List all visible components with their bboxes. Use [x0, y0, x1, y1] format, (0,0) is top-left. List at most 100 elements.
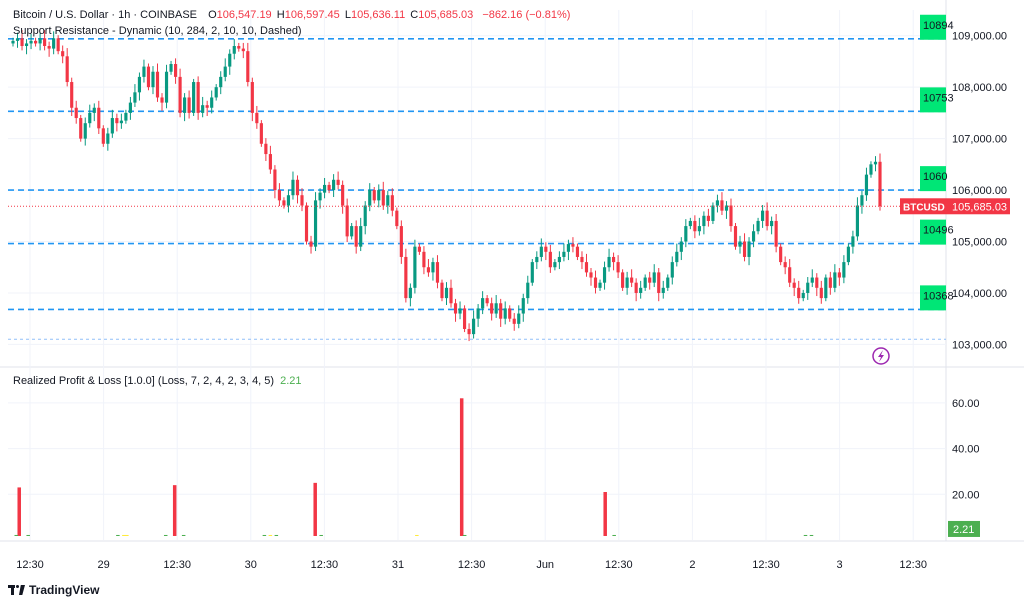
candle-body [33, 40, 38, 44]
sr-level-label: 10753 [923, 92, 954, 104]
candle-body [512, 318, 516, 324]
candle-body [124, 112, 128, 121]
candle-body [106, 133, 110, 144]
pnl-bar [268, 534, 273, 536]
candle-body [24, 43, 29, 47]
candle-body [738, 241, 742, 247]
candle-body [611, 256, 616, 263]
candle-body [472, 318, 476, 335]
candle-body [273, 169, 277, 191]
candle-body [530, 262, 534, 283]
candle-body [453, 303, 458, 314]
candle-body [828, 277, 832, 288]
candle-body [422, 251, 426, 268]
last-price-label: 105,685.03 [952, 201, 1007, 213]
candle-body [476, 308, 480, 319]
time-tick-label: 12:30 [752, 559, 780, 571]
time-tick-label: 3 [837, 559, 843, 571]
candle-body [684, 226, 688, 242]
candle-body [404, 256, 408, 299]
time-tick-label: 12:30 [899, 559, 927, 571]
candle-body [751, 231, 756, 242]
change-value: −862.16 (−0.81%) [482, 9, 571, 21]
symbol-title[interactable]: Bitcoin / U.S. Dollar · 1h · COINBASE [13, 9, 197, 21]
candle-body [815, 277, 819, 288]
candle-body [467, 328, 471, 335]
candle-body [621, 272, 625, 288]
candle-body [341, 184, 345, 206]
pnl-last-badge [948, 520, 980, 537]
candle-body [151, 71, 155, 88]
candle-body [304, 205, 309, 242]
candle-body [119, 120, 123, 124]
candle-body [169, 64, 173, 72]
candle-body [544, 246, 548, 252]
time-tick-label: Jun [536, 559, 554, 571]
candle-body [675, 251, 679, 263]
pnl-bar [313, 482, 317, 536]
pnl-legend[interactable]: Realized Profit & Loss [1.0.0] (Loss, 7,… [13, 375, 302, 387]
pnl-bar [17, 487, 21, 536]
candle-body [824, 277, 828, 299]
price-tick-label: 106,000.00 [952, 185, 1007, 197]
candle-body [155, 71, 160, 98]
price-tick-label: 107,000.00 [952, 134, 1007, 146]
axes: 109,000.00 108,000.00 107,000.00 106,000.00… [16, 31, 1007, 571]
indicator-legend[interactable]: Support Resistance - Dynamic (10, 284, 2… [13, 25, 304, 37]
pnl-bar [603, 492, 607, 536]
ohlc-legend: Bitcoin / U.S. Dollar · 1h · COINBASE O1… [13, 9, 572, 21]
candle-body [363, 205, 367, 227]
candle-body [133, 92, 137, 103]
pnl-bar [163, 534, 168, 536]
time-tick-label: 12:30 [311, 559, 339, 571]
candle-body [83, 123, 87, 139]
pnl-bar [125, 534, 129, 536]
brand-text: TradingView [29, 583, 100, 597]
candle-body [548, 251, 552, 268]
candle-body [101, 128, 105, 144]
candle-body [264, 143, 268, 155]
candle-body [494, 303, 498, 314]
candle-body [729, 205, 733, 227]
candle-body [368, 190, 372, 206]
last-price-symbol-badge [900, 198, 948, 215]
candle-body [652, 272, 656, 283]
candle-body [413, 246, 417, 288]
candle-body [92, 107, 96, 113]
candle-body [259, 123, 263, 144]
candle-body [336, 179, 340, 185]
candle-body [97, 107, 101, 129]
candle-body [598, 282, 602, 288]
candle-body [408, 287, 412, 299]
candle-body [183, 97, 187, 113]
candle-body [661, 287, 665, 293]
candle-body [291, 179, 295, 196]
candle-body [864, 174, 869, 196]
candle-body [128, 102, 132, 113]
candle-body [517, 313, 521, 324]
alert-icon [872, 347, 890, 365]
candle-body [70, 82, 74, 108]
candle-body [79, 118, 83, 139]
candle-body [566, 244, 571, 252]
candle-body [173, 64, 178, 77]
price-tick-label: 103,000.00 [952, 339, 1007, 351]
candle-body [277, 190, 282, 201]
tradingview-logo[interactable]: TradingView [8, 583, 99, 597]
candle-body [670, 262, 674, 278]
candle-body [56, 38, 60, 52]
candle-body [842, 262, 846, 278]
candle-body [526, 282, 530, 299]
candle-body [372, 190, 376, 201]
candle-body [580, 256, 584, 263]
candle-body [657, 272, 661, 293]
candle-body [201, 105, 205, 113]
candle-body [833, 272, 837, 288]
pnl-bars: 2.21 [14, 398, 980, 537]
pnl-title: Realized Profit & Loss [1.0.0] (Loss, 7,… [13, 375, 275, 387]
candle-body [562, 251, 566, 257]
time-tick-label: 29 [97, 559, 109, 571]
high-value: 106,597.45 [284, 9, 340, 21]
sr-level-badge [920, 14, 946, 40]
candle-body [693, 220, 697, 232]
